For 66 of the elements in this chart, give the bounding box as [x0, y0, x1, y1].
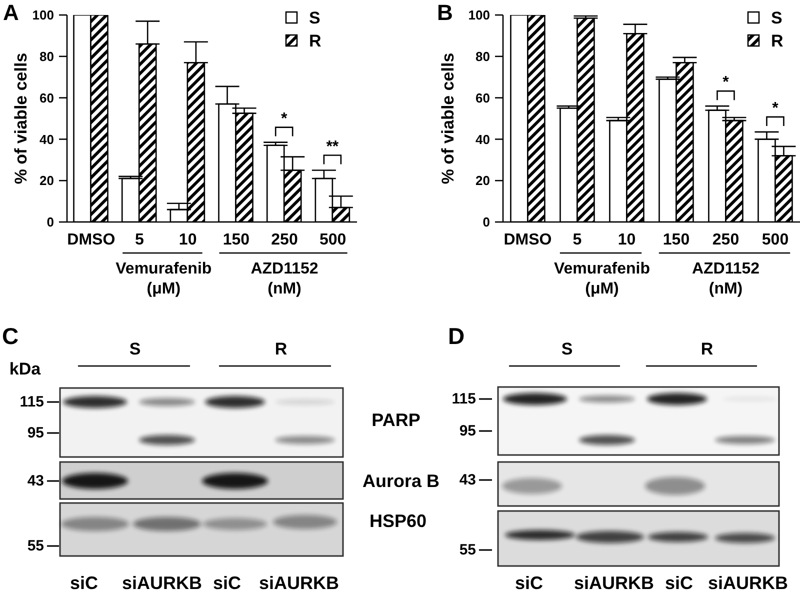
text: 115 [20, 394, 44, 410]
x-tick-label: 250 [271, 231, 298, 248]
text: 43 [459, 472, 476, 488]
text: D [448, 323, 465, 349]
legend-label: R [771, 32, 784, 50]
y-tick-label: 20 [40, 173, 54, 188]
y-tick-label: 80 [40, 49, 54, 64]
text: siC [664, 573, 694, 591]
x-tick-label: 150 [662, 231, 690, 248]
x-tick-label: 500 [319, 231, 346, 248]
y-tick-label: 0 [482, 214, 490, 230]
y-tick-label: 100 [468, 8, 490, 23]
text: siAURKB [708, 573, 788, 591]
text: 55 [459, 542, 476, 558]
chart-title: B [437, 0, 453, 25]
text: siAURKB [574, 573, 654, 591]
y-tick-label: 0 [46, 214, 54, 230]
text: 95 [27, 424, 44, 442]
annotation: ** [326, 138, 340, 156]
text: Vemurafenib (μM) [116, 260, 212, 298]
y-tick-label: 60 [476, 90, 490, 106]
x-tick-label: 5 [135, 231, 144, 248]
text: siAURKB [122, 573, 202, 591]
text: C [2, 323, 19, 349]
text: AZD1152 (nM) [250, 260, 318, 298]
text: AZD1152 (nM) [692, 260, 760, 298]
y-axis-title: % of viable cells [438, 52, 458, 184]
text: 115 [452, 390, 476, 408]
x-tick-label: DMSO [504, 231, 552, 248]
text: kDa [9, 360, 42, 378]
text: PARP [372, 410, 420, 430]
text: 43 [27, 472, 44, 490]
text: siC [514, 573, 544, 591]
text: siAURKB [258, 573, 340, 591]
text: HSP60 [369, 511, 427, 531]
x-tick-label: 5 [572, 231, 582, 248]
annotation: * [772, 100, 780, 117]
legend-label: R [309, 32, 322, 50]
y-tick-label: 100 [32, 8, 54, 23]
text: 55 [27, 538, 44, 554]
text: 95 [459, 422, 476, 440]
y-tick-label: 20 [476, 173, 490, 188]
x-tick-label: 10 [618, 231, 636, 248]
text: siC [212, 573, 242, 591]
y-tick-label: 40 [40, 132, 54, 147]
x-tick-label: 250 [712, 231, 740, 248]
text: S [561, 340, 573, 358]
y-tick-label: 60 [40, 90, 54, 106]
y-tick-label: 40 [476, 132, 490, 147]
x-tick-label: 150 [222, 231, 250, 248]
text: Vemurafenib (μM) [554, 260, 650, 298]
text: Aurora B [362, 471, 440, 491]
text: R [700, 340, 714, 358]
legend-label: S [771, 8, 782, 28]
annotation: * [722, 74, 730, 92]
text: S [129, 340, 141, 358]
annotation: * [280, 110, 288, 128]
x-tick-label: DMSO [67, 231, 116, 248]
x-tick-label: 500 [762, 231, 789, 248]
y-axis-title: % of viable cells [12, 52, 30, 184]
text: R [274, 340, 288, 358]
x-tick-label: 10 [178, 231, 197, 248]
chart-title: A [3, 0, 19, 25]
y-tick-label: 80 [476, 49, 490, 64]
legend-label: S [309, 8, 320, 28]
text: siC [70, 573, 98, 591]
